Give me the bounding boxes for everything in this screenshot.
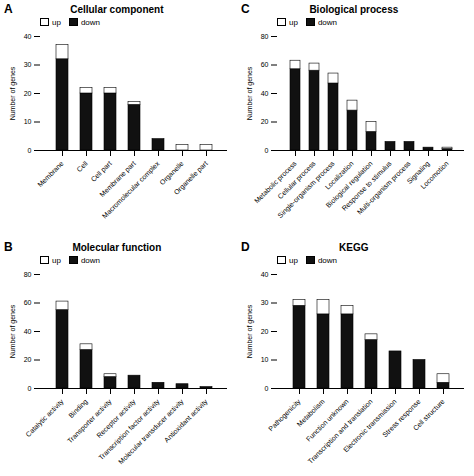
- svg-text:Number of genes: Number of genes: [246, 66, 254, 120]
- html-text:Biological process: Biological process: [309, 4, 399, 15]
- svg-text:Organelle part: Organelle part: [172, 160, 209, 197]
- svg-text:Pathogenicity: Pathogenicity: [267, 397, 303, 433]
- html-text:C: C: [241, 2, 250, 16]
- svg-text:Biological regulation: Biological regulation: [324, 159, 374, 209]
- svg-text:Response to stimulus: Response to stimulus: [340, 159, 393, 212]
- svg-text:Electronic transmission: Electronic transmission: [342, 397, 398, 454]
- html-text:down: down: [80, 255, 100, 265]
- svg-text:Locomotion: Locomotion: [419, 160, 450, 191]
- html-text:D: D: [241, 240, 250, 254]
- html-text:KEGG: KEGG: [339, 242, 369, 253]
- svg-text:Cell: Cell: [75, 159, 89, 173]
- svg-text:20: 20: [24, 90, 32, 97]
- svg-text:0: 0: [28, 147, 32, 154]
- svg-text:Molecular transducer activity: Molecular transducer activity: [117, 397, 185, 466]
- svg-text:0: 0: [265, 385, 269, 392]
- svg-text:Cell part: Cell part: [89, 160, 113, 184]
- svg-text:Metabolism: Metabolism: [295, 397, 326, 428]
- svg-text:Stress response: Stress response: [381, 398, 422, 439]
- html-text:up: up: [289, 255, 298, 265]
- svg-text:Catalytic activity: Catalytic activity: [24, 397, 65, 438]
- svg-text:Multi-organism process: Multi-organism process: [356, 159, 413, 216]
- svg-text:80: 80: [261, 33, 269, 40]
- svg-text:Cellular process: Cellular process: [276, 159, 317, 201]
- svg-text:10: 10: [24, 118, 32, 125]
- svg-text:30: 30: [24, 61, 32, 68]
- svg-text:40: 40: [261, 271, 269, 278]
- html-text:Molecular function: Molecular function: [72, 242, 162, 253]
- svg-text:60: 60: [261, 61, 269, 68]
- svg-text:Macromolecular complex: Macromolecular complex: [101, 159, 162, 220]
- html-text:up: up: [52, 17, 61, 27]
- svg-text:Metabolic process: Metabolic process: [252, 159, 298, 205]
- svg-text:0: 0: [28, 385, 32, 392]
- svg-text:20: 20: [24, 356, 32, 363]
- svg-text:Transcription and translation: Transcription and translation: [306, 397, 374, 465]
- svg-text:40: 40: [24, 33, 32, 40]
- svg-text:20: 20: [261, 328, 269, 335]
- svg-text:10: 10: [261, 356, 269, 363]
- svg-text:Signaling: Signaling: [405, 159, 431, 185]
- svg-text:Receptor activity: Receptor activity: [95, 397, 138, 440]
- html-text:B: B: [4, 240, 13, 254]
- svg-text:Number of genes: Number of genes: [9, 66, 17, 120]
- html-text:up: up: [289, 17, 298, 27]
- svg-text:Cell structure: Cell structure: [412, 398, 446, 432]
- svg-text:Membrane part: Membrane part: [98, 159, 137, 199]
- html-text:down: down: [317, 255, 337, 265]
- svg-text:Number of genes: Number of genes: [9, 304, 17, 358]
- html-text:down: down: [317, 17, 337, 27]
- svg-text:Transporter activity: Transporter activity: [66, 397, 114, 445]
- svg-text:20: 20: [261, 118, 269, 125]
- html-text:down: down: [80, 17, 100, 27]
- svg-text:Transcription factor activity: Transcription factor activity: [97, 397, 161, 462]
- svg-text:60: 60: [24, 299, 32, 306]
- html-text:A: A: [4, 2, 13, 16]
- html-text:up: up: [52, 255, 61, 265]
- html-text:Cellular component: Cellular component: [70, 4, 164, 15]
- svg-text:Localization: Localization: [323, 159, 355, 191]
- svg-text:Organelle: Organelle: [158, 159, 185, 187]
- svg-text:40: 40: [24, 328, 32, 335]
- svg-text:Number of genes: Number of genes: [246, 304, 254, 358]
- svg-text:Binding: Binding: [67, 398, 89, 420]
- svg-text:Antioxidant activity: Antioxidant activity: [163, 397, 210, 444]
- svg-text:40: 40: [261, 90, 269, 97]
- svg-text:Membrane: Membrane: [36, 160, 65, 189]
- svg-text:Single-organism process: Single-organism process: [276, 159, 336, 220]
- svg-text:30: 30: [261, 299, 269, 306]
- svg-text:80: 80: [24, 271, 32, 278]
- svg-text:0: 0: [265, 147, 269, 154]
- svg-text:Function unknown: Function unknown: [305, 398, 350, 443]
